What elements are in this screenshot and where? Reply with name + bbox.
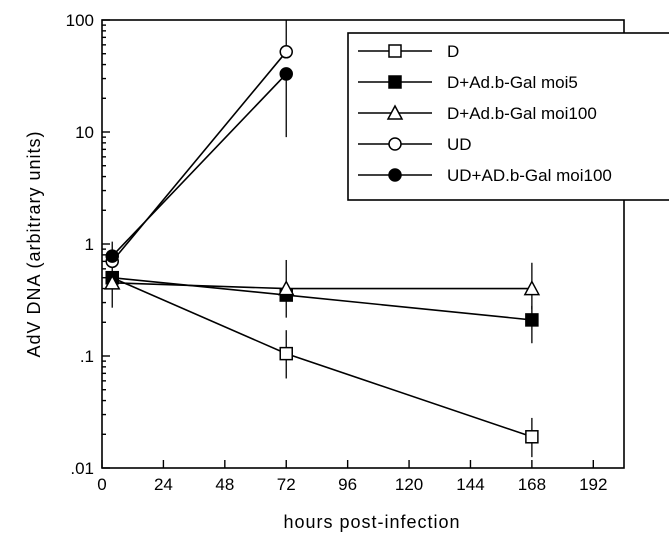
legend-label: UD+AD.b-Gal moi100	[447, 166, 612, 185]
y-axis-label: AdV DNA (arbitrary units)	[24, 130, 44, 357]
legend-label: D+Ad.b-Gal moi100	[447, 104, 597, 123]
data-point	[279, 45, 293, 59]
series-line-2	[112, 276, 532, 321]
y-tick-label: 100	[66, 11, 94, 30]
plot-frame	[101, 19, 625, 469]
x-axis-label: hours post-infection	[283, 512, 460, 532]
x-tick-label: 0	[97, 475, 106, 494]
y-tick-label: .01	[70, 459, 94, 478]
data-point	[105, 249, 119, 263]
legend: D D+Ad.b-Gal moi5 D+Ad.b-Gal moi100 UD UD+AD…	[347, 32, 669, 201]
legend-marker	[388, 44, 402, 58]
x-tick-label: 120	[395, 475, 423, 494]
data-point	[525, 313, 539, 327]
data-point	[277, 279, 295, 296]
data-point	[523, 279, 541, 296]
data-point	[103, 274, 121, 290]
x-tick-label: 144	[456, 475, 484, 494]
legend-marker	[388, 168, 402, 182]
x-tick-label: 168	[518, 475, 546, 494]
x-tick-label: 96	[338, 475, 357, 494]
series-line-1	[111, 276, 533, 438]
legend-marker	[388, 137, 402, 151]
y-tick-label: 1	[85, 235, 94, 254]
legend-label: D+Ad.b-Gal moi5	[447, 73, 578, 92]
data-point	[525, 430, 539, 444]
x-tick-label: 48	[215, 475, 234, 494]
series-line-5	[111, 73, 287, 257]
legend-items: D D+Ad.b-Gal moi5 D+Ad.b-Gal moi100 UD UD+AD…	[358, 42, 612, 185]
data-point	[279, 346, 293, 361]
x-tick-label: 24	[154, 475, 173, 494]
legend-marker	[386, 104, 404, 120]
y-tick-label: .1	[80, 347, 94, 366]
x-tick-label: 192	[579, 475, 607, 494]
legend-label: UD	[447, 135, 472, 154]
data-point	[279, 67, 293, 81]
legend-marker	[388, 75, 402, 89]
legend-label: D	[447, 42, 459, 61]
marker-layer	[103, 45, 541, 444]
y-tick-label: 10	[75, 123, 94, 142]
x-tick-label: 72	[277, 475, 296, 494]
